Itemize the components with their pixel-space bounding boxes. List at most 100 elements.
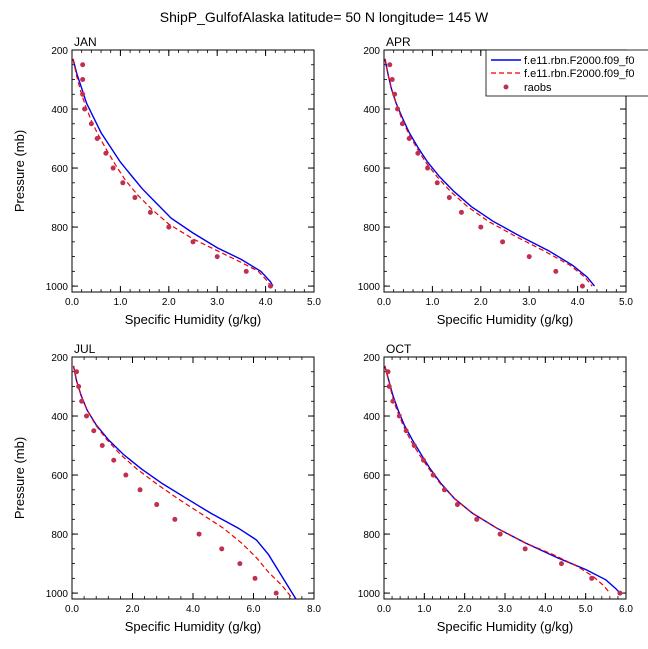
model-line-dashed — [384, 365, 611, 594]
raobs-point — [579, 283, 585, 289]
plot-area — [384, 365, 623, 596]
y-axis-label: Pressure (mb) — [12, 130, 27, 212]
raobs-point — [454, 502, 460, 508]
x-tick-label: 2.0 — [126, 604, 140, 615]
panel-title: JAN — [74, 35, 97, 49]
y-tick-label: 200 — [363, 46, 380, 57]
x-axis-label: Specific Humidity (g/kg) — [437, 312, 574, 327]
raobs-point — [390, 398, 396, 404]
raobs-point — [79, 398, 85, 404]
x-tick-label: 4.0 — [186, 604, 200, 615]
y-tick-label: 200 — [363, 353, 380, 364]
raobs-point — [386, 384, 392, 390]
legend-label-model-2: f.e11.rbn.F2000.f09_f0 — [524, 68, 635, 80]
y-tick-label: 800 — [363, 530, 380, 541]
y-axis-label: Pressure (mb) — [12, 437, 27, 519]
y-tick-label: 800 — [363, 223, 380, 234]
x-tick-label: 3.0 — [210, 297, 224, 308]
x-tick-label: 6.0 — [619, 604, 633, 615]
x-tick-label: 1.0 — [113, 297, 127, 308]
plot-frame — [383, 356, 627, 600]
raobs-point — [411, 443, 417, 449]
raobs-point — [421, 457, 427, 463]
raobs-point — [399, 121, 405, 127]
x-tick-label: 5.0 — [619, 297, 633, 308]
x-tick-label: 4.0 — [571, 297, 585, 308]
x-tick-label: 5.0 — [307, 297, 321, 308]
legend-marker-raobs — [503, 84, 509, 90]
x-tick-label: 0.0 — [377, 297, 391, 308]
plot-frame — [71, 356, 315, 600]
x-tick-label: 2.0 — [162, 297, 176, 308]
raobs-point — [91, 428, 97, 434]
y-tick-label: 400 — [51, 412, 68, 423]
raobs-point — [458, 209, 464, 215]
raobs-point — [123, 472, 129, 478]
raobs-point — [392, 91, 398, 97]
panel-title: APR — [386, 35, 411, 49]
raobs-point — [76, 384, 82, 390]
raobs-point — [103, 150, 109, 156]
raobs-point — [474, 516, 480, 522]
model-line-dashed — [384, 58, 593, 287]
raobs-point — [88, 121, 94, 127]
model-line-dashed — [72, 58, 271, 287]
panel-jan: JAN 0.0 1.0 2.0 3.0 4.0 5.0 200 400 600 800 1000 Spe… — [12, 35, 321, 327]
raobs-point — [190, 239, 196, 245]
raobs-point — [82, 106, 88, 112]
legend-label-model-1: f.e11.rbn.F2000.f09_f0 — [524, 55, 635, 67]
panel-jul: JUL 0.0 2.0 4.0 6.0 8.0 200 400 600 800 1000 Specif… — [12, 342, 321, 634]
figure-title: ShipP_GulfofAlaska latitude= 50 N longit… — [160, 9, 489, 25]
raobs-point — [385, 369, 391, 375]
raobs-point — [80, 91, 86, 97]
raobs-point — [166, 224, 172, 230]
x-tick-label: 1.0 — [417, 604, 431, 615]
raobs-point — [80, 62, 86, 68]
plot-area — [72, 365, 297, 599]
raobs-point — [526, 254, 532, 260]
raobs-point — [430, 472, 436, 478]
panel-title: OCT — [386, 342, 412, 356]
x-tick-label: 0.0 — [377, 604, 391, 615]
raobs-point — [154, 502, 160, 508]
y-tick-label: 600 — [51, 471, 68, 482]
raobs-point — [389, 77, 395, 83]
raobs-point — [214, 254, 220, 260]
raobs-point — [219, 546, 225, 552]
x-axis-label: Specific Humidity (g/kg) — [437, 619, 574, 634]
y-tick-label: 400 — [363, 412, 380, 423]
y-tick-label: 400 — [51, 105, 68, 116]
y-tick-label: 400 — [363, 105, 380, 116]
raobs-point — [617, 590, 623, 596]
legend-label-raobs: raobs — [524, 82, 552, 94]
raobs-point — [553, 268, 559, 274]
raobs-point — [99, 443, 105, 449]
plot-area — [72, 58, 274, 289]
raobs-point — [252, 575, 258, 581]
model-line-solid — [72, 58, 274, 287]
panel-apr: APR 0.0 1.0 2.0 3.0 4.0 5.0 200 400 600 800 1000 Spe… — [358, 35, 634, 327]
legend: f.e11.rbn.F2000.f09_f0 f.e11.rbn.F2000.f… — [485, 49, 648, 97]
raobs-point — [74, 369, 80, 375]
raobs-point — [110, 165, 116, 171]
raobs-point — [500, 239, 506, 245]
model-line-solid — [72, 365, 297, 599]
y-tick-label: 600 — [363, 471, 380, 482]
raobs-point — [132, 195, 138, 201]
raobs-point — [172, 516, 178, 522]
raobs-point — [147, 209, 153, 215]
raobs-point — [434, 180, 440, 186]
raobs-point — [387, 62, 393, 68]
raobs-point — [395, 106, 401, 112]
model-line-dashed — [72, 365, 294, 599]
raobs-point — [425, 165, 431, 171]
raobs-point — [478, 224, 484, 230]
panel-title: JUL — [74, 342, 96, 356]
y-tick-label: 600 — [51, 164, 68, 175]
y-tick-label: 1000 — [358, 282, 381, 293]
x-tick-label: 2.0 — [474, 297, 488, 308]
x-tick-label: 1.0 — [425, 297, 439, 308]
y-tick-label: 200 — [51, 353, 68, 364]
x-tick-label: 2.0 — [458, 604, 472, 615]
raobs-point — [558, 561, 564, 567]
